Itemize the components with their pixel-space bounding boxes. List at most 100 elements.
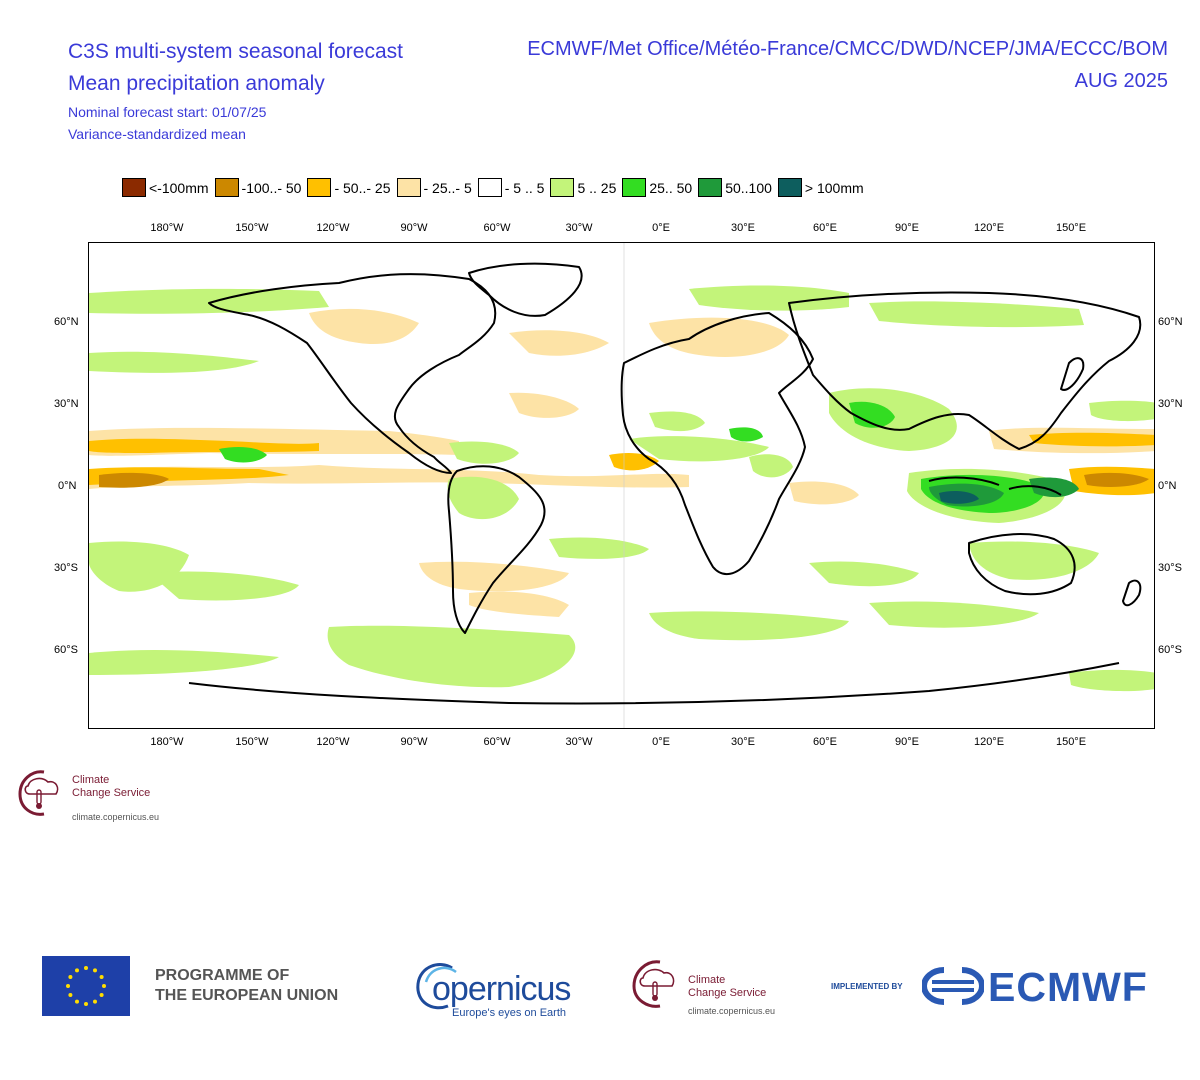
australia xyxy=(968,533,1076,596)
lon-label-bottom: 90°W xyxy=(400,736,428,748)
copernicus-wordmark: opernicus xyxy=(432,970,571,1008)
lon-label-bottom: 30°W xyxy=(565,736,593,748)
lat-label-left: 30°N xyxy=(54,398,79,410)
legend-label: > 100mm xyxy=(804,179,864,196)
legend-swatch xyxy=(307,178,332,197)
c3s-footer-line1: Climate xyxy=(688,974,726,986)
legend-label: 5 .. 25 xyxy=(577,179,617,196)
legend-label: <-100mm xyxy=(149,179,209,196)
coastlines xyxy=(188,262,1142,705)
legend-swatch xyxy=(622,178,647,197)
antarctica xyxy=(188,662,1120,705)
lon-label-bottom: 90°E xyxy=(895,736,919,748)
c3s-url: climate.copernicus.eu xyxy=(72,812,160,822)
lon-label-top: 0°E xyxy=(652,222,670,234)
lon-label-top: 120°W xyxy=(316,222,350,234)
c3s-footer-url: climate.copernicus.eu xyxy=(688,1006,776,1016)
greenland xyxy=(468,262,583,317)
legend-item: - 5 .. 5 xyxy=(477,178,545,197)
c3s-line1: Climate xyxy=(72,774,110,786)
method-note: Variance-standardized mean xyxy=(68,126,246,142)
legend-item: 50..100 xyxy=(698,178,772,197)
valid-month: AUG 2025 xyxy=(1074,70,1168,92)
lat-label-left: 0°N xyxy=(58,480,77,492)
lon-label-bottom: 150°W xyxy=(235,736,269,748)
legend-label: 25.. 50 xyxy=(649,179,693,196)
legend-swatch xyxy=(396,178,421,197)
legend-item: 5 .. 25 xyxy=(550,178,616,197)
color-legend: <-100mm -100..- 50 - 50..- 25 - 25..- 5 … xyxy=(122,178,870,197)
map-variable: Mean precipitation anomaly xyxy=(68,72,325,95)
ecmwf-symbol-icon xyxy=(920,966,986,1006)
europe-africa xyxy=(620,312,814,576)
legend-label: - 25..- 5 xyxy=(423,179,472,196)
legend-swatch xyxy=(477,178,502,197)
lat-label-right: 0°N xyxy=(1158,480,1177,492)
lon-label-bottom: 60°W xyxy=(483,736,511,748)
precipitation-anomaly-map xyxy=(88,242,1155,729)
legend-item: - 50..- 25 xyxy=(307,178,391,197)
legend-item: - 25..- 5 xyxy=(396,178,472,197)
legend-item: > 100mm xyxy=(777,178,864,197)
lon-label-top: 90°W xyxy=(400,222,428,234)
c3s-footer-line2: Change Service xyxy=(688,987,767,999)
dry-anomaly-areas xyxy=(89,308,1154,617)
legend-label: - 50..- 25 xyxy=(334,179,391,196)
lon-label-top: 180°W xyxy=(150,222,184,234)
legend-swatch xyxy=(122,178,146,197)
lon-label-bottom: 150°E xyxy=(1055,736,1087,748)
indonesia xyxy=(928,476,1062,496)
lon-label-top: 60°E xyxy=(813,222,837,234)
lon-label-top: 30°E xyxy=(731,222,755,234)
north-america xyxy=(208,273,497,474)
lon-label-top: 60°W xyxy=(483,222,511,234)
legend-swatch xyxy=(550,178,575,197)
eu-flag-icon xyxy=(42,956,130,1016)
implemented-by-label: IMPLEMENTED BY xyxy=(831,982,903,991)
legend-swatch xyxy=(777,178,802,197)
ecmwf-wordmark: ECMWF xyxy=(988,964,1148,1010)
legend-item: <-100mm xyxy=(122,178,209,197)
lat-label-left: 30°S xyxy=(54,562,78,574)
legend-label: -100..- 50 xyxy=(241,179,302,196)
lon-label-top: 150°W xyxy=(235,222,269,234)
japan xyxy=(1060,357,1085,391)
new-zealand xyxy=(1122,579,1142,607)
lat-label-right: 30°S xyxy=(1158,562,1182,574)
lon-label-bottom: 30°E xyxy=(731,736,755,748)
contributing-centres: ECMWF/Met Office/Météo-France/CMCC/DWD/N… xyxy=(527,38,1168,60)
c3s-logo-text: Climate Change Service xyxy=(72,774,150,800)
lon-label-bottom: 180°W xyxy=(150,736,184,748)
south-america xyxy=(447,465,546,634)
copernicus-tagline: Europe's eyes on Earth xyxy=(452,1007,567,1019)
c3s-logo-icon xyxy=(14,766,62,818)
lon-label-bottom: 0°E xyxy=(652,736,670,748)
map-canvas xyxy=(89,243,1154,728)
wet-anomaly-areas xyxy=(89,285,1154,692)
legend-swatch xyxy=(214,178,239,197)
asia xyxy=(788,291,1142,450)
legend-swatch xyxy=(698,178,723,197)
c3s-line2: Change Service xyxy=(72,787,151,799)
lat-label-left: 60°S xyxy=(54,644,78,656)
eu-line1: PROGRAMME OF xyxy=(155,967,290,984)
lon-label-bottom: 120°E xyxy=(973,736,1005,748)
eu-line2: THE EUROPEAN UNION xyxy=(155,987,339,1004)
map-title: C3S multi-system seasonal forecast xyxy=(68,40,403,63)
lon-label-bottom: 60°E xyxy=(813,736,837,748)
lat-label-left: 60°N xyxy=(54,316,79,328)
copernicus-c-icon xyxy=(412,958,462,1014)
legend-label: - 5 .. 5 xyxy=(504,179,545,196)
lat-label-right: 60°N xyxy=(1158,316,1183,328)
lat-label-right: 60°S xyxy=(1158,644,1182,656)
legend-item: -100..- 50 xyxy=(214,178,302,197)
lon-label-top: 90°E xyxy=(895,222,919,234)
forecast-start: Nominal forecast start: 01/07/25 xyxy=(68,104,267,120)
c3s-footer-text: Climate Change Service xyxy=(688,974,766,1000)
lon-label-top: 120°E xyxy=(973,222,1005,234)
eu-programme-label: PROGRAMME OF THE EUROPEAN UNION xyxy=(155,966,338,1006)
c3s-footer-logo-icon xyxy=(628,956,680,1012)
legend-item: 25.. 50 xyxy=(622,178,692,197)
lon-label-top: 30°W xyxy=(565,222,593,234)
lon-label-top: 150°E xyxy=(1055,222,1087,234)
